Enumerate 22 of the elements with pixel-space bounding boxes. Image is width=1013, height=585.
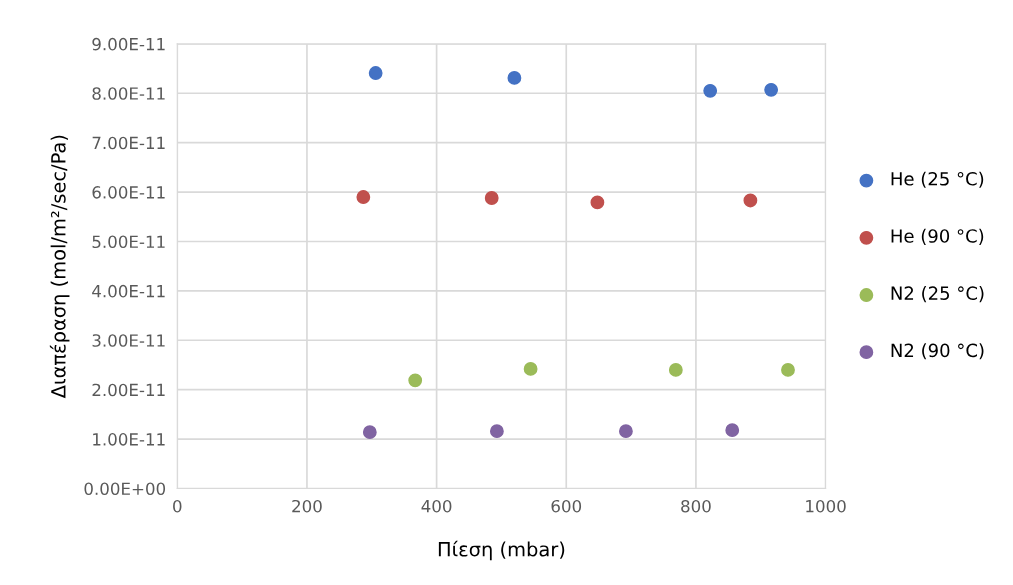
y-tick-label: 1.00E-11 <box>93 433 165 446</box>
x-tick-label: 200 <box>292 499 322 513</box>
x-axis-title: Πίεση (mbar) <box>438 540 565 561</box>
legend-label: He (25 °C) <box>891 171 984 188</box>
y-tick-label: 7.00E-11 <box>92 136 165 150</box>
y-tick-label: 6.00E-11 <box>92 186 165 199</box>
y-tick-label: 0.00E+00 <box>84 482 166 496</box>
x-tick-label: 400 <box>421 499 452 513</box>
legend-label: N2 (25 °C) <box>891 286 984 303</box>
legend-label: N2 (90 °C) <box>891 343 984 360</box>
x-tick-label: 0 <box>173 499 182 513</box>
y-tick-label: 2.00E-11 <box>92 383 165 397</box>
x-tick-label: 800 <box>681 499 711 513</box>
y-tick-label: 4.00E-11 <box>92 284 165 298</box>
y-tick-label: 9.00E-11 <box>92 37 165 51</box>
y-tick-label: 3.00E-11 <box>92 334 165 347</box>
y-tick-label: 5.00E-11 <box>92 235 165 249</box>
x-tick-label: 1000 <box>806 499 846 513</box>
y-axis-title: Διαπέραση (mol/m²/sec/Pa) <box>49 135 70 399</box>
x-tick-label: 600 <box>551 499 582 513</box>
legend-label: He (90 °C) <box>891 228 984 245</box>
y-tick-label: 8.00E-11 <box>92 87 165 100</box>
